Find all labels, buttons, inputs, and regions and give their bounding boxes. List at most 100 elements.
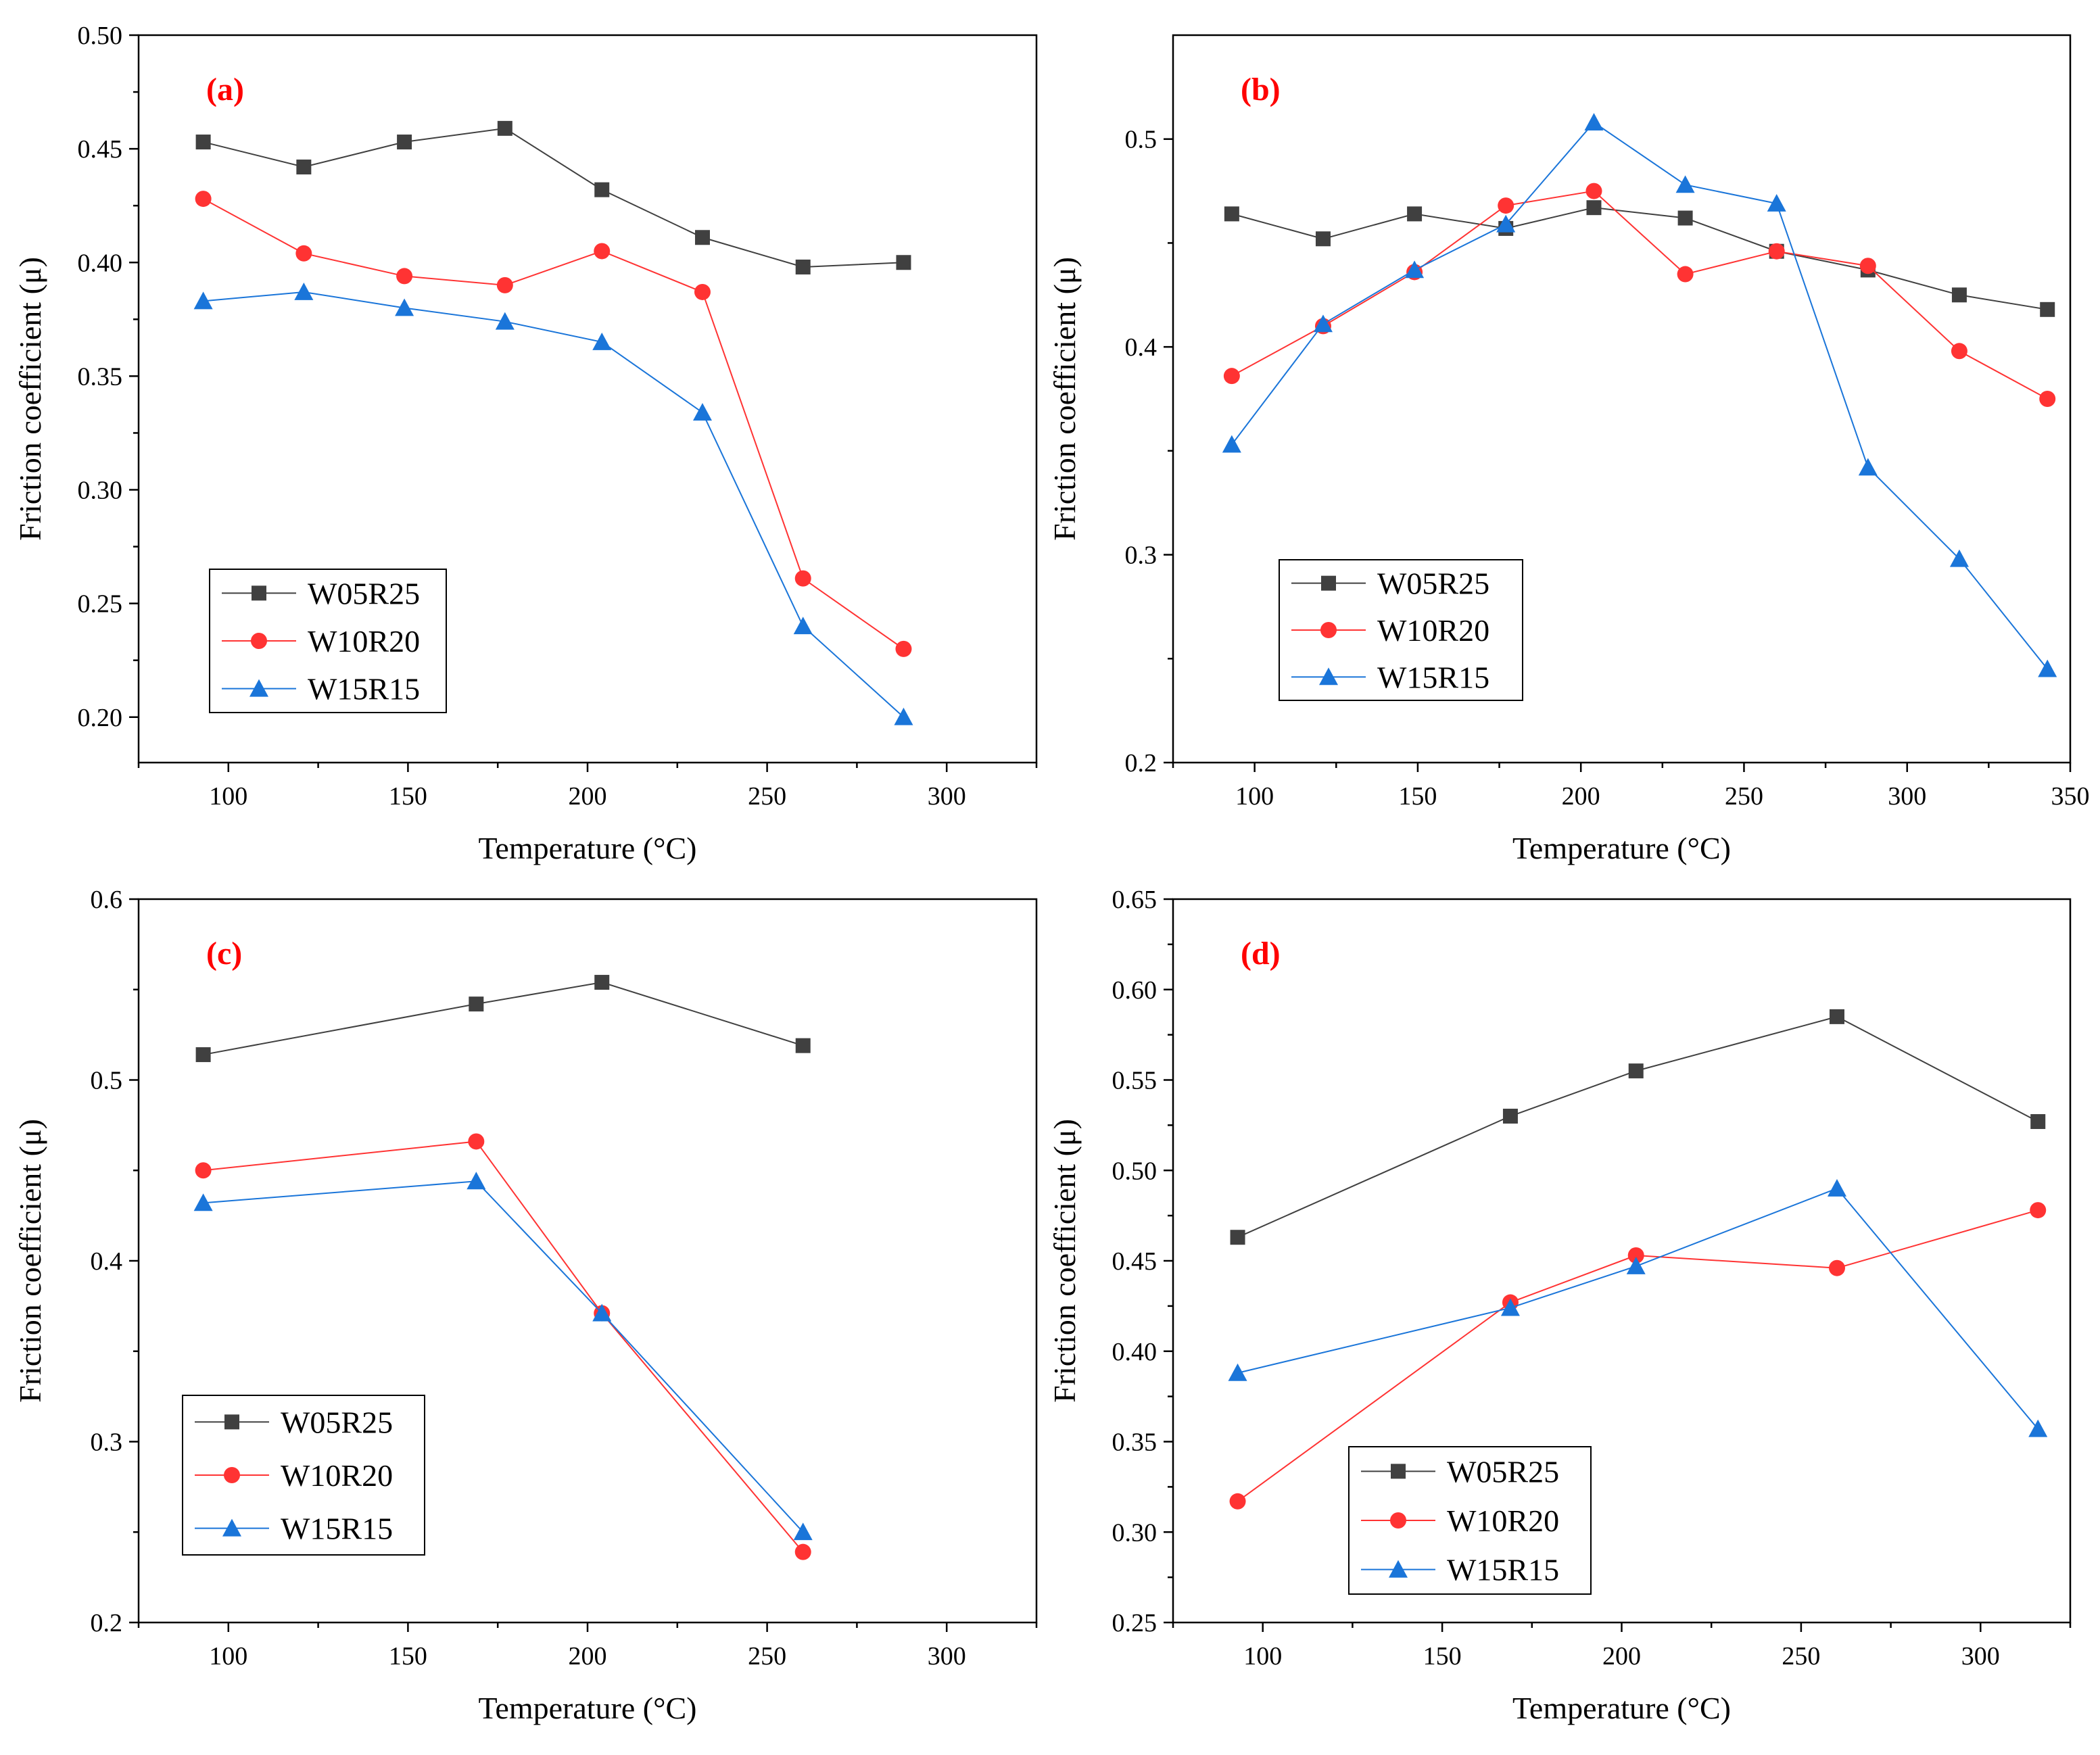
data-point bbox=[2030, 1202, 2047, 1219]
data-point bbox=[794, 570, 811, 587]
x-tick-label: 250 bbox=[1782, 1642, 1820, 1670]
x-axis-title: Temperature (°C) bbox=[1512, 1691, 1731, 1725]
data-point bbox=[1626, 1257, 1646, 1274]
y-tick-label: 0.30 bbox=[1112, 1518, 1158, 1547]
data-point bbox=[1223, 368, 1240, 385]
series-w15r15 bbox=[193, 1172, 813, 1541]
legend: W05R25 W10R20 W15R15 bbox=[182, 1395, 425, 1556]
data-point bbox=[193, 291, 213, 310]
x-tick-label: 300 bbox=[1888, 782, 1926, 811]
legend-label: W05R25 bbox=[1447, 1454, 1559, 1489]
x-axis-title: Temperature (°C) bbox=[479, 1691, 697, 1725]
legend-item: W15R15 bbox=[1291, 660, 1489, 694]
y-tick-label: 0.35 bbox=[78, 362, 123, 391]
x-tick-label: 100 bbox=[209, 782, 247, 811]
y-tick-label: 0.30 bbox=[78, 477, 123, 505]
y-tick-label: 0.40 bbox=[78, 249, 123, 277]
legend-item: W15R15 bbox=[195, 1512, 393, 1546]
x-axis-title: Temperature (°C) bbox=[1512, 831, 1731, 865]
legend-marker bbox=[1321, 575, 1336, 591]
x-tick-label: 100 bbox=[1235, 782, 1274, 811]
legend-marker bbox=[1319, 667, 1338, 686]
y-tick-label: 0.50 bbox=[78, 22, 123, 50]
legend-item: W10R20 bbox=[195, 1458, 393, 1493]
y-tick-label: 0.50 bbox=[1112, 1157, 1158, 1185]
series-w05r25 bbox=[195, 975, 811, 1063]
data-point bbox=[1315, 231, 1331, 247]
x-tick-label: 300 bbox=[928, 1642, 966, 1670]
x-tick-label: 200 bbox=[1562, 782, 1600, 811]
legend-label: W15R15 bbox=[281, 1512, 393, 1546]
plot-frame bbox=[1172, 34, 2072, 764]
data-point bbox=[1827, 1179, 1846, 1197]
series-w15r15 bbox=[1228, 1179, 2048, 1437]
data-point bbox=[895, 640, 912, 657]
x-tick-label: 150 bbox=[1423, 1642, 1462, 1670]
data-point bbox=[1224, 206, 1239, 222]
data-point bbox=[2028, 1419, 2048, 1437]
y-tick-label: 0.2 bbox=[1125, 749, 1158, 777]
data-point bbox=[594, 975, 610, 990]
data-point bbox=[1627, 1247, 1644, 1264]
legend-label: W10R20 bbox=[1447, 1504, 1559, 1538]
legend-marker bbox=[224, 1414, 239, 1430]
series-line bbox=[1231, 207, 2048, 310]
y-tick-label: 0.4 bbox=[91, 1247, 123, 1276]
x-tick-label: 200 bbox=[569, 1642, 607, 1670]
data-point bbox=[1502, 1109, 1518, 1124]
data-point bbox=[1677, 210, 1693, 226]
data-point bbox=[468, 1133, 485, 1150]
y-tick-label: 0.25 bbox=[1112, 1609, 1158, 1637]
legend-marker bbox=[251, 633, 267, 649]
legend-item: W05R25 bbox=[222, 576, 420, 610]
data-point bbox=[397, 135, 412, 150]
data-point bbox=[592, 1303, 612, 1322]
legend-marker bbox=[222, 1518, 241, 1537]
y-tick-label: 0.3 bbox=[1125, 542, 1158, 570]
legend-label: W15R15 bbox=[308, 672, 420, 706]
legend-marker bbox=[1390, 1512, 1406, 1529]
series-line bbox=[1237, 1187, 2038, 1430]
y-tick-label: 0.40 bbox=[1112, 1338, 1158, 1366]
data-point bbox=[1229, 1493, 1246, 1510]
data-point bbox=[1951, 343, 1967, 360]
x-tick-label: 350 bbox=[2051, 782, 2090, 811]
data-point bbox=[193, 1193, 213, 1211]
data-point bbox=[469, 996, 484, 1012]
legend-label: W05R25 bbox=[281, 1405, 393, 1439]
legend-label: W15R15 bbox=[1447, 1553, 1559, 1587]
series-line bbox=[1231, 121, 2049, 670]
data-point bbox=[795, 1038, 811, 1053]
data-point bbox=[692, 403, 712, 421]
x-tick-label: 200 bbox=[569, 782, 607, 811]
series-w10r20 bbox=[1223, 183, 2056, 407]
legend-label: W10R20 bbox=[1377, 613, 1489, 648]
data-point bbox=[1500, 1298, 1520, 1316]
data-point bbox=[694, 283, 711, 300]
series-line bbox=[203, 291, 905, 718]
legend-marker bbox=[1320, 622, 1337, 638]
legend-item: W10R20 bbox=[1361, 1504, 1559, 1538]
legend-item: W10R20 bbox=[1291, 613, 1489, 648]
data-point bbox=[1677, 266, 1694, 283]
series-w05r25 bbox=[195, 120, 911, 274]
y-tick-label: 0.2 bbox=[91, 1609, 123, 1637]
y-tick-label: 0.20 bbox=[78, 704, 123, 732]
data-point bbox=[1628, 1063, 1644, 1079]
x-tick-label: 200 bbox=[1602, 1642, 1641, 1670]
x-tick-label: 100 bbox=[1243, 1642, 1282, 1670]
legend: W05R25 W10R20 W15R15 bbox=[1348, 1446, 1592, 1595]
data-point bbox=[295, 245, 312, 262]
x-tick-label: 300 bbox=[1961, 1642, 2000, 1670]
legend-marker bbox=[1391, 1464, 1406, 1479]
data-point bbox=[195, 135, 211, 150]
y-axis-title: Friction coefficient (μ) bbox=[13, 257, 47, 541]
data-point bbox=[395, 298, 414, 316]
series-w05r25 bbox=[1224, 200, 2055, 317]
data-point bbox=[1498, 197, 1514, 214]
data-point bbox=[467, 1172, 486, 1190]
legend-label: W05R25 bbox=[1377, 567, 1489, 601]
data-point bbox=[1858, 458, 1878, 476]
y-tick-label: 0.5 bbox=[1125, 126, 1158, 154]
